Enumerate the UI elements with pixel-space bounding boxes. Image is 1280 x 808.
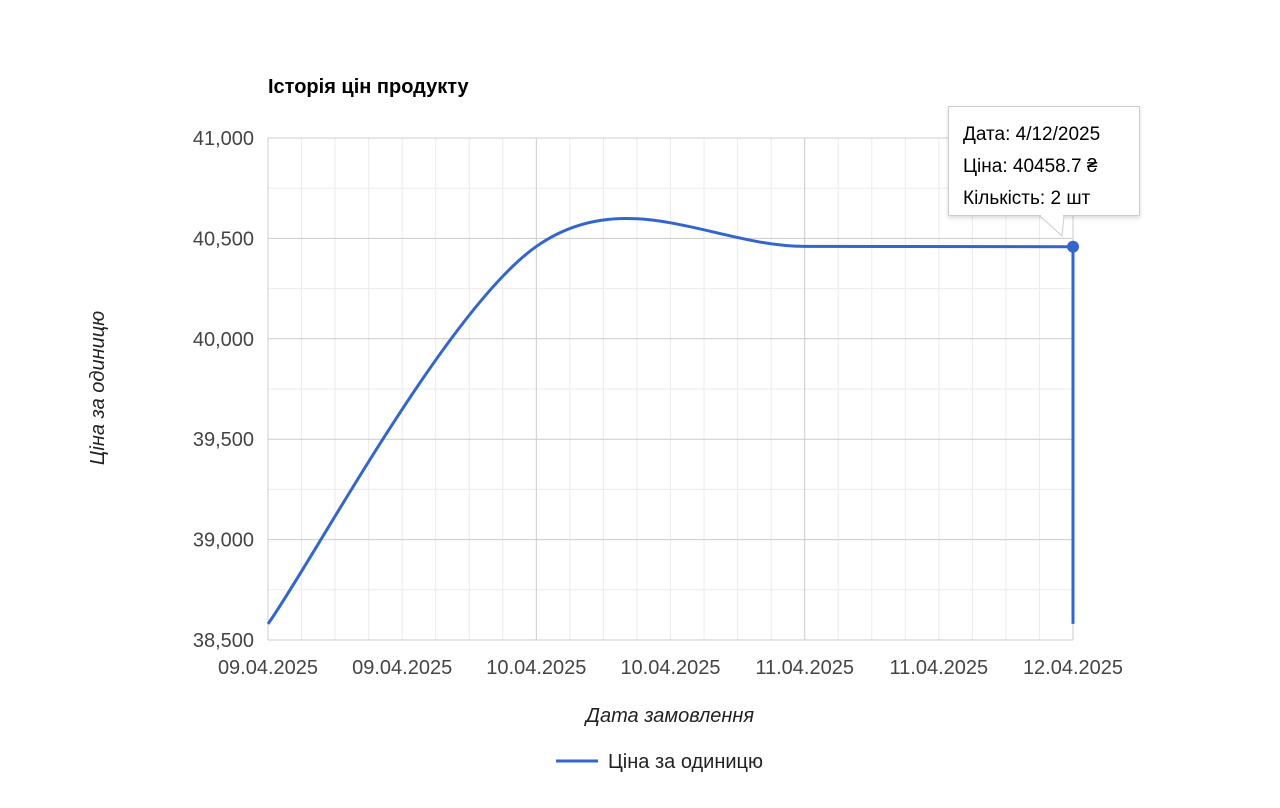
grid-minor — [268, 138, 1073, 640]
x-tick-label: 11.04.2025 — [755, 657, 854, 679]
tooltip: Дата: 4/12/2025 Ціна: 40458.7 ₴ Кількіст… — [948, 106, 1140, 216]
y-tick-labels: 41,000 40,500 40,000 39,500 39,000 38,500 — [193, 128, 254, 652]
data-point-highlighted[interactable] — [1067, 240, 1079, 253]
x-tick-label: 10.04.2025 — [620, 657, 720, 679]
y-tick-label: 39,500 — [193, 429, 254, 451]
y-tick-label: 40,500 — [193, 228, 254, 250]
y-tick-label: 41,000 — [193, 128, 254, 150]
chart-title: Історія цін продукту — [268, 76, 469, 98]
y-axis-title: Ціна за одиницю — [87, 311, 109, 465]
tooltip-quantity: Кількість: 2 шт — [963, 188, 1091, 209]
x-tick-label: 12.04.2025 — [1023, 657, 1123, 679]
y-tick-label: 40,000 — [193, 329, 254, 351]
x-axis-title: Дата замовлення — [584, 705, 755, 727]
x-tick-label: 10.04.2025 — [486, 657, 586, 679]
x-tick-label: 09.04.2025 — [218, 657, 318, 679]
x-tick-label: 09.04.2025 — [352, 657, 452, 679]
tooltip-price: Ціна: 40458.7 ₴ — [963, 156, 1098, 177]
legend-label: Ціна за одиницю — [608, 751, 763, 773]
grid-major — [267, 137, 1074, 641]
y-tick-label: 38,500 — [193, 630, 254, 652]
y-tick-label: 39,000 — [193, 530, 254, 552]
x-tick-label: 11.04.2025 — [890, 657, 989, 679]
legend[interactable]: Ціна за одиницю — [556, 751, 763, 773]
x-tick-labels: 09.04.2025 09.04.2025 10.04.2025 10.04.2025… — [218, 657, 1123, 679]
tooltip-date: Дата: 4/12/2025 — [963, 124, 1101, 145]
series-line-price — [266, 216, 1074, 625]
